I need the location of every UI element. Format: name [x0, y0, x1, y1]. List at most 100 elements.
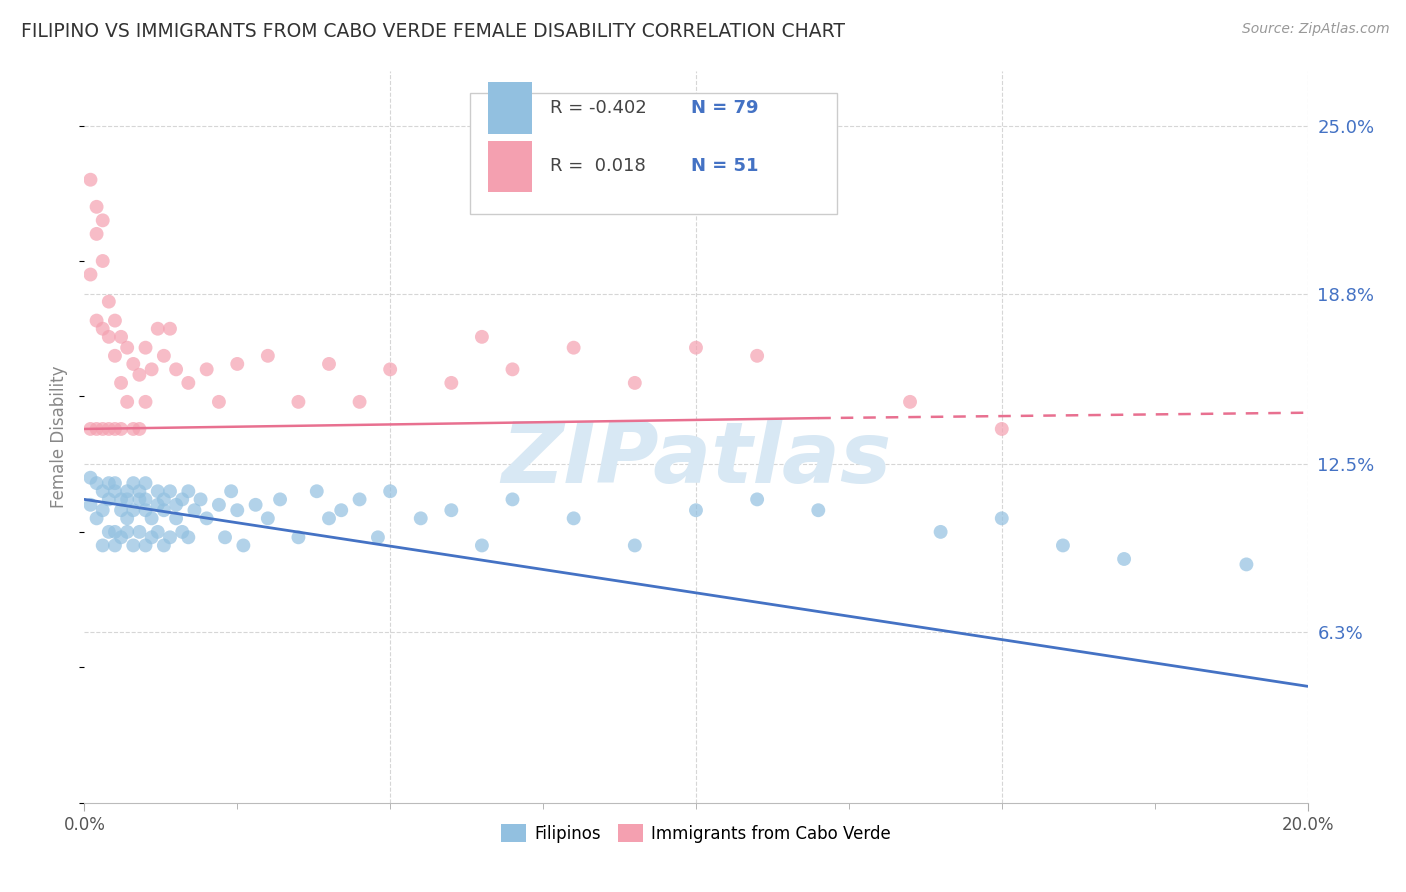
Point: [128, 422, 150, 436]
Point: [86, 313, 108, 327]
Point: [110, 422, 132, 436]
Point: [122, 357, 145, 371]
Point: [122, 503, 145, 517]
Point: [349, 492, 371, 507]
Point: [807, 503, 830, 517]
Point: [471, 330, 494, 344]
Point: [747, 349, 769, 363]
Point: [79, 422, 101, 436]
Point: [128, 368, 150, 382]
Point: [97, 524, 120, 539]
Point: [245, 498, 267, 512]
Point: [214, 530, 236, 544]
Point: [91, 503, 114, 517]
Point: [153, 503, 176, 517]
Point: [91, 213, 114, 227]
Point: [153, 349, 176, 363]
Text: N = 79: N = 79: [692, 99, 759, 117]
Point: [195, 362, 218, 376]
Point: [624, 538, 647, 552]
Point: [562, 341, 585, 355]
Point: [104, 349, 127, 363]
Point: [226, 357, 249, 371]
FancyBboxPatch shape: [488, 141, 531, 192]
Point: [104, 524, 127, 539]
Point: [1052, 538, 1074, 552]
Point: [367, 530, 389, 544]
Point: [159, 530, 181, 544]
FancyBboxPatch shape: [470, 94, 837, 214]
Point: [330, 503, 353, 517]
Point: [1236, 558, 1258, 572]
Point: [86, 476, 108, 491]
Point: [153, 538, 176, 552]
Point: [380, 484, 402, 499]
Point: [135, 395, 157, 409]
Point: [110, 492, 132, 507]
Point: [91, 484, 114, 499]
Point: [115, 484, 138, 499]
Point: [177, 484, 200, 499]
Point: [86, 200, 108, 214]
Point: [86, 422, 108, 436]
Point: [141, 530, 163, 544]
Text: ZIPatlas: ZIPatlas: [501, 417, 891, 500]
Point: [257, 511, 280, 525]
Point: [104, 422, 127, 436]
Point: [165, 362, 187, 376]
Point: [929, 524, 952, 539]
Point: [122, 476, 145, 491]
Point: [380, 362, 402, 376]
Point: [97, 476, 120, 491]
Point: [128, 492, 150, 507]
Point: [141, 362, 163, 376]
Point: [79, 172, 101, 186]
Point: [159, 322, 181, 336]
Point: [135, 341, 157, 355]
Point: [91, 538, 114, 552]
Point: [685, 341, 707, 355]
Point: [115, 492, 138, 507]
Point: [287, 395, 309, 409]
Legend: Filipinos, Immigrants from Cabo Verde: Filipinos, Immigrants from Cabo Verde: [495, 818, 897, 849]
Point: [226, 503, 249, 517]
Point: [898, 395, 921, 409]
Point: [502, 492, 524, 507]
Point: [128, 484, 150, 499]
Point: [153, 492, 176, 507]
Point: [349, 395, 371, 409]
Point: [562, 511, 585, 525]
Point: [177, 376, 200, 390]
Y-axis label: Female Disability: Female Disability: [51, 366, 69, 508]
Point: [97, 422, 120, 436]
Point: [86, 227, 108, 241]
Point: [79, 268, 101, 282]
Point: [146, 484, 169, 499]
Point: [440, 503, 463, 517]
Point: [257, 349, 280, 363]
Point: [122, 422, 145, 436]
Point: [135, 476, 157, 491]
Point: [190, 492, 212, 507]
Point: [141, 511, 163, 525]
Text: R =  0.018: R = 0.018: [550, 158, 647, 176]
Point: [219, 484, 242, 499]
Point: [115, 524, 138, 539]
Point: [624, 376, 647, 390]
Point: [208, 395, 231, 409]
Point: [110, 330, 132, 344]
Point: [128, 524, 150, 539]
Point: [122, 538, 145, 552]
Point: [104, 313, 127, 327]
Point: [115, 341, 138, 355]
Point: [165, 498, 187, 512]
Point: [97, 294, 120, 309]
Point: [991, 511, 1014, 525]
Point: [79, 471, 101, 485]
Point: [1114, 552, 1136, 566]
Point: [146, 322, 169, 336]
Point: [159, 484, 181, 499]
Point: [165, 511, 187, 525]
Point: [110, 503, 132, 517]
Point: [91, 422, 114, 436]
